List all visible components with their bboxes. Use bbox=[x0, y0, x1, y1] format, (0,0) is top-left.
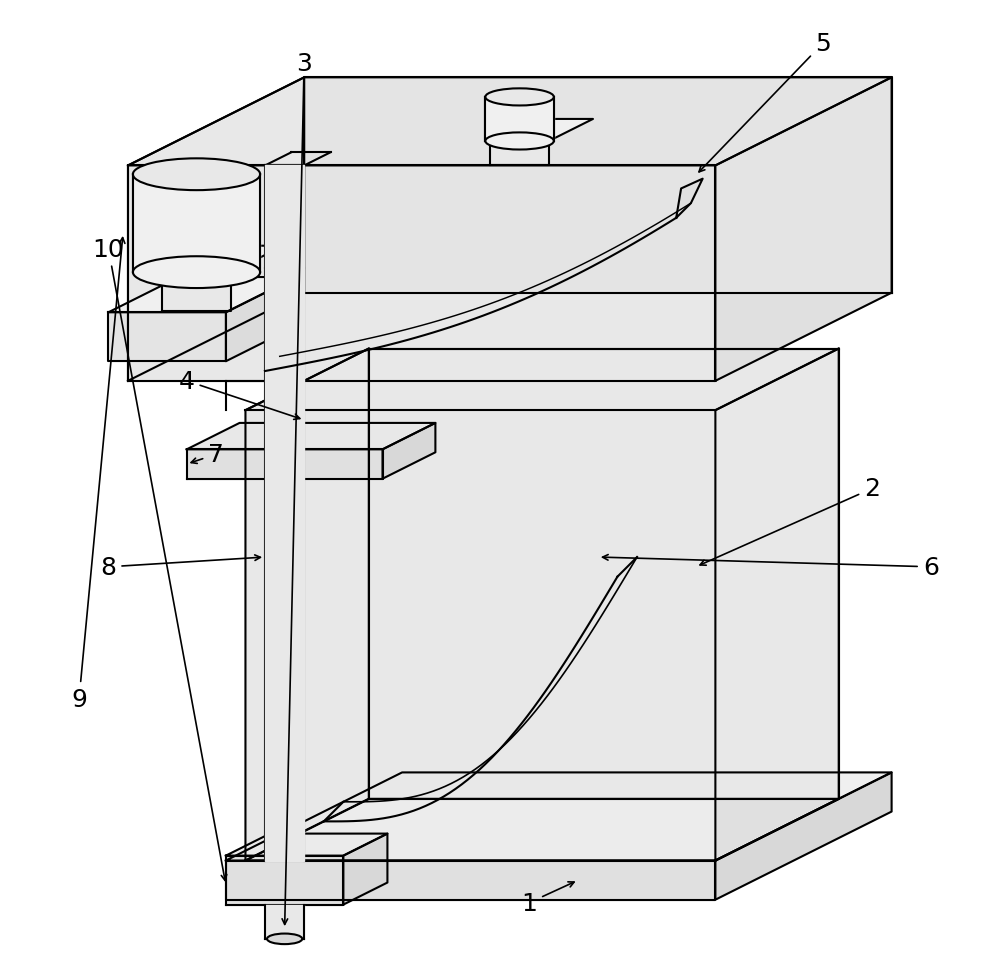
Polygon shape bbox=[128, 166, 715, 381]
Ellipse shape bbox=[133, 159, 260, 191]
Ellipse shape bbox=[267, 934, 302, 944]
Polygon shape bbox=[226, 278, 296, 362]
Ellipse shape bbox=[485, 133, 554, 151]
Polygon shape bbox=[715, 349, 839, 861]
Polygon shape bbox=[304, 78, 892, 293]
Polygon shape bbox=[676, 180, 703, 219]
Polygon shape bbox=[226, 861, 715, 900]
Text: 2: 2 bbox=[700, 477, 880, 565]
Polygon shape bbox=[187, 423, 435, 450]
Polygon shape bbox=[128, 78, 304, 381]
Polygon shape bbox=[162, 273, 231, 312]
Ellipse shape bbox=[485, 89, 554, 107]
Polygon shape bbox=[245, 349, 369, 861]
Text: 9: 9 bbox=[71, 239, 125, 711]
Polygon shape bbox=[226, 833, 387, 856]
Polygon shape bbox=[490, 142, 549, 166]
Text: 1: 1 bbox=[521, 882, 574, 914]
Polygon shape bbox=[162, 246, 284, 273]
Polygon shape bbox=[343, 833, 387, 905]
Polygon shape bbox=[187, 450, 383, 479]
Polygon shape bbox=[226, 773, 892, 861]
Text: 6: 6 bbox=[603, 555, 939, 579]
Text: 7: 7 bbox=[191, 443, 224, 467]
Text: 4: 4 bbox=[179, 370, 300, 420]
Text: 5: 5 bbox=[699, 32, 831, 173]
Ellipse shape bbox=[133, 257, 260, 289]
Polygon shape bbox=[128, 78, 892, 166]
Polygon shape bbox=[715, 78, 892, 381]
Polygon shape bbox=[108, 313, 226, 362]
Polygon shape bbox=[715, 773, 892, 900]
Polygon shape bbox=[245, 799, 839, 861]
Polygon shape bbox=[490, 120, 593, 142]
Text: 3: 3 bbox=[282, 52, 312, 924]
Polygon shape bbox=[265, 905, 304, 939]
Polygon shape bbox=[133, 175, 260, 273]
Polygon shape bbox=[369, 349, 839, 799]
Polygon shape bbox=[383, 423, 435, 479]
Polygon shape bbox=[265, 166, 304, 861]
Text: 10: 10 bbox=[93, 238, 227, 880]
Polygon shape bbox=[108, 278, 296, 313]
Text: 8: 8 bbox=[100, 556, 260, 579]
Polygon shape bbox=[485, 98, 554, 142]
Polygon shape bbox=[226, 856, 343, 905]
